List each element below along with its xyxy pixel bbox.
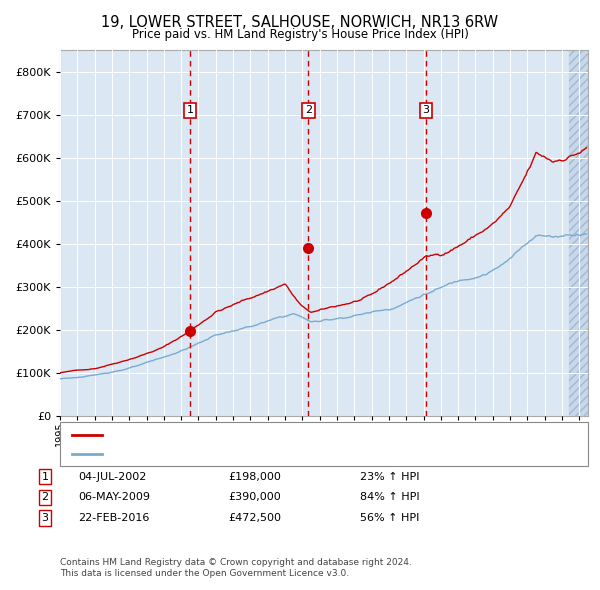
Text: 3: 3 xyxy=(41,513,49,523)
Text: 19, LOWER STREET, SALHOUSE, NORWICH, NR13 6RW (detached house): 19, LOWER STREET, SALHOUSE, NORWICH, NR1… xyxy=(108,430,485,440)
Text: 23% ↑ HPI: 23% ↑ HPI xyxy=(360,472,419,481)
Text: 56% ↑ HPI: 56% ↑ HPI xyxy=(360,513,419,523)
Text: £198,000: £198,000 xyxy=(228,472,281,481)
Text: Contains HM Land Registry data © Crown copyright and database right 2024.: Contains HM Land Registry data © Crown c… xyxy=(60,558,412,567)
Text: 2: 2 xyxy=(41,493,49,502)
Text: £472,500: £472,500 xyxy=(228,513,281,523)
Bar xyxy=(569,50,588,416)
Bar xyxy=(569,50,588,416)
Text: £390,000: £390,000 xyxy=(228,493,281,502)
Text: 06-MAY-2009: 06-MAY-2009 xyxy=(78,493,150,502)
Text: This data is licensed under the Open Government Licence v3.0.: This data is licensed under the Open Gov… xyxy=(60,569,349,578)
Text: 84% ↑ HPI: 84% ↑ HPI xyxy=(360,493,419,502)
Text: Price paid vs. HM Land Registry's House Price Index (HPI): Price paid vs. HM Land Registry's House … xyxy=(131,28,469,41)
Text: HPI: Average price, detached house, Broadland: HPI: Average price, detached house, Broa… xyxy=(108,449,354,458)
Text: 19, LOWER STREET, SALHOUSE, NORWICH, NR13 6RW: 19, LOWER STREET, SALHOUSE, NORWICH, NR1… xyxy=(101,15,499,30)
Text: 22-FEB-2016: 22-FEB-2016 xyxy=(78,513,149,523)
Text: 04-JUL-2002: 04-JUL-2002 xyxy=(78,472,146,481)
Text: 1: 1 xyxy=(41,472,49,481)
Text: 3: 3 xyxy=(422,106,430,116)
Text: 1: 1 xyxy=(187,106,193,116)
Text: 2: 2 xyxy=(305,106,312,116)
